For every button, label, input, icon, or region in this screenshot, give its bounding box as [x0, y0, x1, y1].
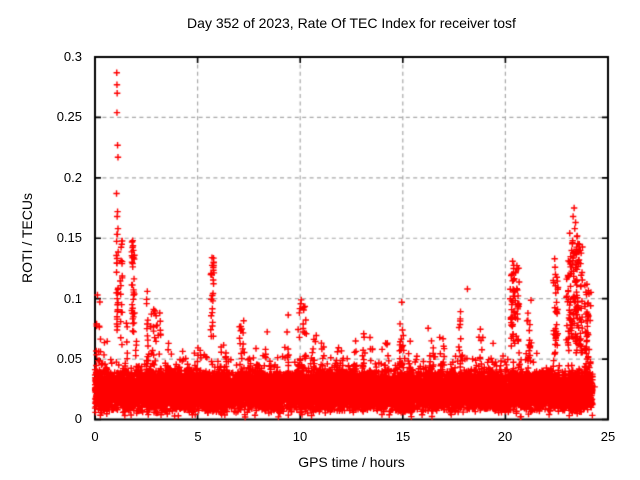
y-tick-label-0.25: 0.25 [56, 109, 82, 124]
x-tick-label-15: 15 [395, 429, 411, 444]
x-axis-label: GPS time / hours [298, 454, 405, 470]
y-tick-label-0.3: 0.3 [63, 49, 82, 64]
chart-title: Day 352 of 2023, Rate Of TEC Index for r… [187, 15, 516, 31]
x-tick-label-10: 10 [292, 429, 308, 444]
y-tick-label-0.15: 0.15 [56, 230, 82, 245]
x-tick-label-0: 0 [91, 429, 99, 444]
y-tick-label-0.2: 0.2 [63, 170, 82, 185]
x-tick-label-5: 5 [194, 429, 202, 444]
x-tick-label-20: 20 [497, 429, 513, 444]
x-tick-label-25: 25 [600, 429, 616, 444]
y-tick-label-0.1: 0.1 [63, 291, 82, 306]
y-tick-label-0.05: 0.05 [56, 351, 82, 366]
y-tick-label-0: 0 [74, 411, 82, 426]
